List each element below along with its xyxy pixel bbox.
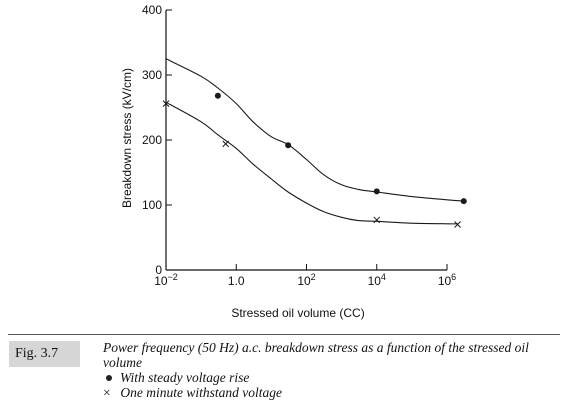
cross-mark [454, 221, 461, 228]
steady-rise-point [460, 198, 467, 205]
chart-ticks: 0 100 200 300 400 10−2 1.0 102 104 106 [142, 3, 456, 288]
y-tick-label: 100 [142, 198, 162, 212]
steady-rise-point [214, 92, 221, 99]
withstand-point [162, 100, 170, 107]
steady-rise-point [373, 188, 380, 195]
withstand-point [222, 140, 230, 148]
cross-mark [162, 100, 170, 107]
legend-item-steady: With steady voltage rise [103, 370, 555, 385]
steady-rise-point [285, 142, 292, 149]
withstand-point [454, 221, 461, 228]
legend-item-withstand: × One minute withstand voltage [103, 385, 555, 400]
steady-rise-curve [165, 58, 464, 202]
x-axis-label: Stressed oil volume (CC) [231, 306, 364, 320]
withstand-curve [165, 101, 458, 225]
x-tick-label: 10−2 [154, 272, 178, 288]
x-tick-label: 102 [297, 272, 315, 288]
cross-mark [222, 140, 230, 148]
x-tick-label: 104 [368, 272, 386, 288]
legend-label-withstand: One minute withstand voltage [120, 385, 282, 400]
y-tick-label: 200 [142, 133, 162, 147]
figure-caption: Power frequency (50 Hz) a.c. breakdown s… [103, 340, 555, 400]
chart-markers [162, 92, 467, 228]
x-tick-label: 1.0 [228, 274, 245, 288]
withstand-point [373, 216, 381, 224]
cross-marker-icon: × [103, 385, 111, 400]
y-tick-label: 300 [142, 68, 162, 82]
chart-curves [165, 58, 464, 225]
y-axis-label: Breakdown stress (kV/cm) [120, 68, 134, 208]
caption-divider [8, 334, 560, 335]
breakdown-stress-chart: 0 100 200 300 400 10−2 1.0 102 104 106 Breakdown … [120, 3, 467, 320]
chart-axes [165, 10, 447, 271]
cross-mark [373, 216, 381, 224]
legend-label-steady: With steady voltage rise [120, 370, 250, 385]
figure-label: Fig. 3.7 [9, 341, 80, 367]
dot-marker-icon [106, 375, 112, 382]
y-tick-label: 400 [142, 3, 162, 17]
x-tick-label: 106 [438, 272, 456, 288]
y-tick-label: 0 [155, 263, 162, 277]
caption-text: Power frequency (50 Hz) a.c. breakdown s… [103, 340, 529, 370]
